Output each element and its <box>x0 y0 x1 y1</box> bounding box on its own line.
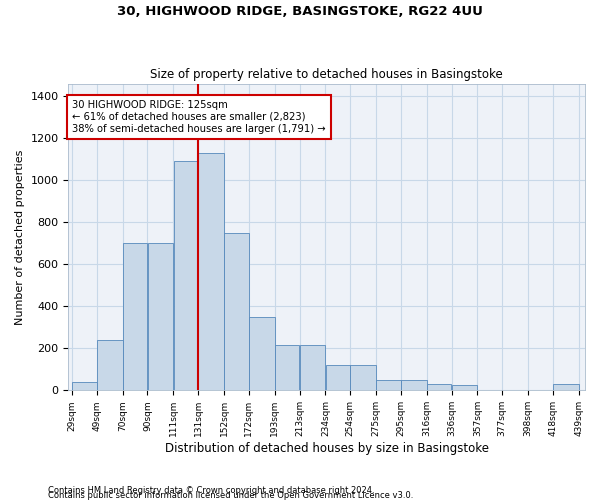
Bar <box>326 365 350 390</box>
Text: 30, HIGHWOOD RIDGE, BASINGSTOKE, RG22 4UU: 30, HIGHWOOD RIDGE, BASINGSTOKE, RG22 4U… <box>117 5 483 18</box>
Bar <box>72 382 97 390</box>
Bar <box>401 380 427 390</box>
Bar <box>299 345 325 391</box>
Bar <box>199 153 224 390</box>
Bar <box>123 244 148 390</box>
Bar <box>376 380 401 390</box>
Bar <box>427 384 451 390</box>
Text: Contains public sector information licensed under the Open Government Licence v3: Contains public sector information licen… <box>48 491 413 500</box>
Y-axis label: Number of detached properties: Number of detached properties <box>15 150 25 324</box>
X-axis label: Distribution of detached houses by size in Basingstoke: Distribution of detached houses by size … <box>165 442 489 455</box>
Bar <box>275 345 299 391</box>
Bar <box>148 244 173 390</box>
Bar <box>452 385 477 390</box>
Bar <box>97 340 122 390</box>
Bar <box>553 384 578 390</box>
Bar <box>173 162 198 390</box>
Text: Contains HM Land Registry data © Crown copyright and database right 2024.: Contains HM Land Registry data © Crown c… <box>48 486 374 495</box>
Bar <box>350 365 376 390</box>
Title: Size of property relative to detached houses in Basingstoke: Size of property relative to detached ho… <box>151 68 503 81</box>
Bar <box>224 232 248 390</box>
Bar <box>249 317 275 390</box>
Text: 30 HIGHWOOD RIDGE: 125sqm
← 61% of detached houses are smaller (2,823)
38% of se: 30 HIGHWOOD RIDGE: 125sqm ← 61% of detac… <box>72 100 326 134</box>
